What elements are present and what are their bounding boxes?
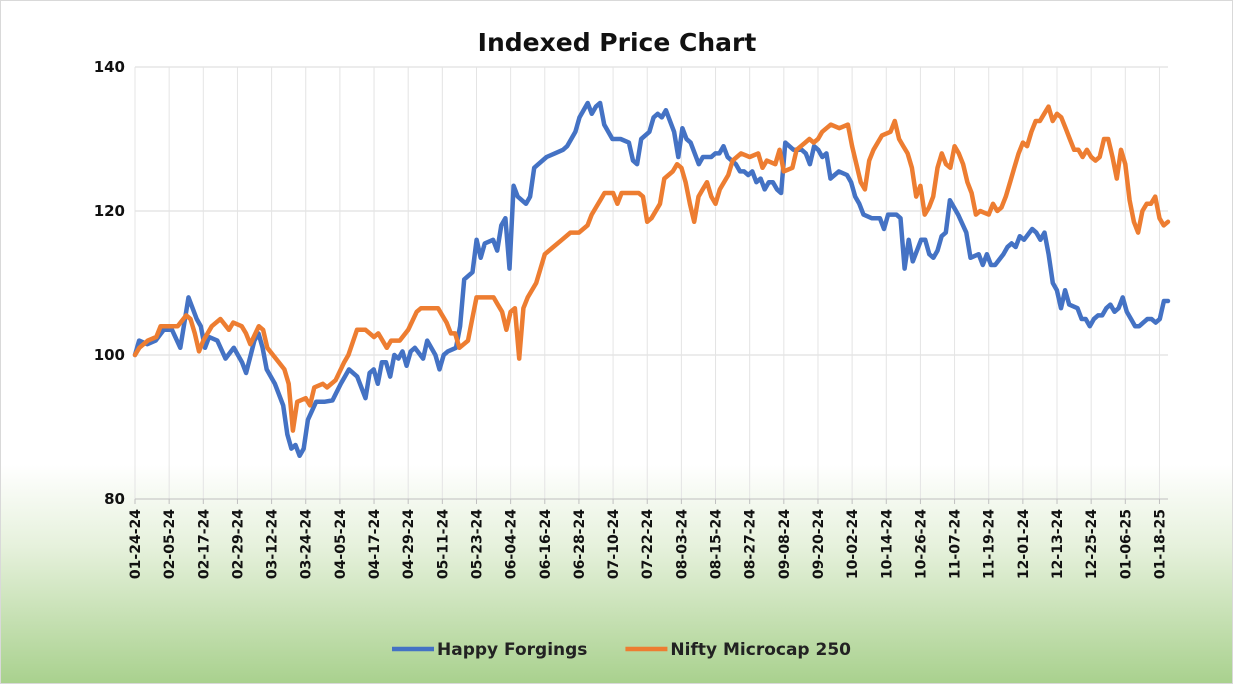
x-tick-label: 11-07-24 (948, 509, 964, 579)
legend: Happy Forgings Nifty Microcap 250 (392, 640, 851, 660)
x-tick-label: 12-13-24 (1050, 509, 1066, 579)
y-tick-label: 120 (94, 202, 125, 220)
chart-title: Indexed Price Chart (478, 28, 757, 57)
x-tick-label: 01-24-24 (128, 509, 144, 579)
x-tick-label: 06-04-24 (504, 509, 520, 579)
x-tick-label: 09-08-24 (777, 509, 793, 579)
x-tick-label: 08-27-24 (743, 509, 759, 579)
x-tick-label: 05-23-24 (469, 509, 485, 579)
x-tick-label: 10-02-24 (845, 509, 861, 579)
series-lines (132, 100, 1171, 459)
x-tick-label: 08-15-24 (709, 509, 725, 579)
x-tick-label: 04-05-24 (333, 509, 349, 579)
x-axis: 01-24-24 02-05-24 02-17-24 02-29-24 03-12-24… (128, 498, 1168, 579)
x-tick-label: 12-25-24 (1084, 509, 1100, 579)
y-tick-label: 140 (94, 58, 125, 76)
x-tick-label: 09-20-24 (811, 509, 827, 579)
x-tick-label: 07-10-24 (606, 509, 622, 579)
y-axis-ticks: 80 100 120 140 (94, 58, 125, 508)
series-line-nifty-microcap-250 (132, 104, 1171, 433)
x-tick-label: 02-05-24 (162, 509, 178, 579)
x-tick-label: 05-11-24 (435, 509, 451, 579)
x-tick-label: 02-29-24 (230, 509, 246, 579)
x-tick-label: 06-28-24 (572, 509, 588, 579)
x-tick-label: 11-19-24 (982, 509, 998, 579)
x-tick-label: 10-26-24 (913, 509, 929, 579)
y-tick-label: 100 (94, 346, 125, 364)
x-tick-label: 02-17-24 (196, 509, 212, 579)
x-tick-label: 01-18-25 (1152, 509, 1168, 579)
x-tick-label: 06-16-24 (538, 509, 554, 579)
x-tick-label: 12-01-24 (1016, 509, 1032, 579)
x-tick-label: 03-12-24 (265, 509, 281, 579)
series-line-happy-forgings (132, 100, 1171, 459)
x-tick-label: 01-06-25 (1118, 509, 1134, 579)
x-tick-label: 07-22-24 (640, 509, 656, 579)
x-tick-label: 08-03-24 (674, 509, 690, 579)
x-tick-label: 04-17-24 (367, 509, 383, 579)
legend-label-happy-forgings: Happy Forgings (437, 640, 587, 660)
x-tick-label: 04-29-24 (401, 509, 417, 579)
x-tick-label: 03-24-24 (299, 509, 315, 579)
y-tick-label: 80 (104, 490, 125, 508)
x-tick-label: 10-14-24 (879, 509, 895, 579)
legend-label-nifty-microcap-250: Nifty Microcap 250 (670, 640, 851, 660)
